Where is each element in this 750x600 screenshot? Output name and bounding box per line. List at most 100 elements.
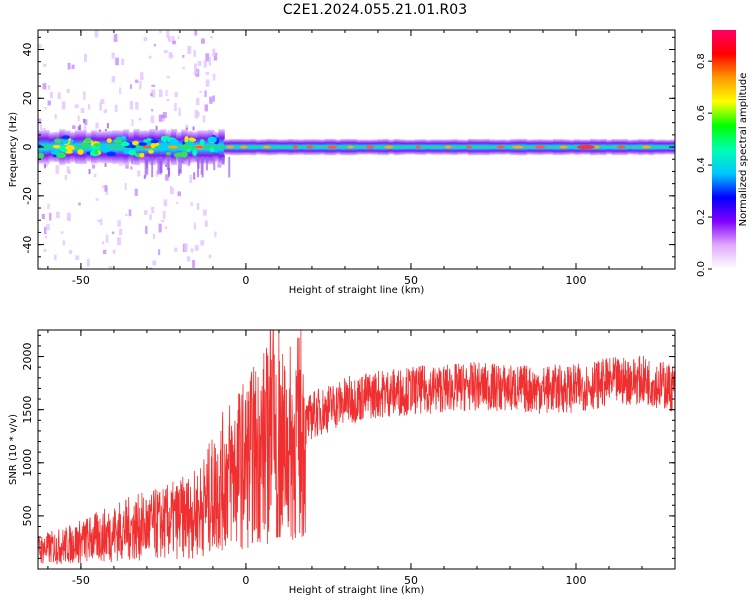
noise-speckle — [67, 62, 71, 70]
noise-speckle — [72, 125, 76, 129]
noise-speckle — [194, 30, 198, 36]
noise-speckle — [213, 52, 218, 61]
noise-speckle — [92, 164, 96, 169]
noise-speckle — [205, 72, 210, 75]
noise-speckle — [94, 173, 97, 178]
noise-speckle — [192, 259, 195, 268]
noise-speckle — [77, 115, 80, 122]
x-tick-label: -50 — [72, 574, 90, 587]
noise-speckle — [193, 70, 197, 75]
band-blob — [165, 151, 172, 156]
noise-speckle — [103, 109, 108, 114]
band-segment — [600, 138, 607, 156]
noise-speckle — [42, 83, 47, 90]
noise-speckle — [208, 254, 212, 259]
noise-speckle — [48, 85, 51, 90]
band-segment — [659, 139, 666, 155]
noise-speckle — [46, 224, 50, 231]
band-blob — [53, 138, 63, 144]
band-segment — [611, 139, 618, 156]
noise-speckle — [47, 100, 51, 106]
band-segment — [351, 138, 358, 156]
noise-speckle — [143, 37, 148, 42]
noise-speckle — [148, 55, 152, 59]
noise-speckle — [57, 92, 61, 100]
noise-speckle — [143, 175, 146, 179]
band-tail — [167, 156, 170, 178]
band-segment — [637, 139, 645, 156]
noise-speckle — [195, 70, 199, 75]
band-segment — [653, 139, 661, 155]
band-tail — [147, 156, 150, 162]
noise-speckle — [125, 27, 128, 30]
band-blob — [139, 152, 145, 158]
noise-speckle — [153, 44, 156, 47]
noise-speckle — [104, 185, 108, 192]
colorbar-tick-label: 0.2 — [696, 209, 707, 225]
noise-speckle — [134, 188, 138, 196]
band-peak — [616, 145, 626, 149]
noise-speckle — [192, 126, 195, 131]
y-tick-label: 2000 — [21, 343, 34, 371]
band-segment — [117, 130, 124, 164]
noise-speckle — [88, 169, 91, 175]
noise-speckle — [202, 209, 207, 216]
band-segment — [377, 139, 385, 156]
noise-speckle — [163, 50, 168, 54]
band-tail — [181, 156, 184, 164]
y-tick-label: 40 — [21, 43, 34, 57]
band-segment — [452, 139, 459, 156]
band-tail — [131, 156, 134, 165]
noise-speckle — [196, 203, 200, 210]
noise-speckle — [189, 174, 193, 184]
band-blob — [138, 142, 148, 146]
band-segment — [462, 139, 469, 155]
band-peak — [444, 145, 452, 149]
noise-speckle — [47, 203, 50, 210]
noise-speckle — [91, 26, 94, 28]
band-blob — [199, 138, 205, 146]
band-tail — [144, 156, 147, 177]
band-blob — [80, 142, 88, 146]
band-segment — [245, 139, 252, 155]
noise-speckle — [77, 126, 80, 131]
noise-speckle — [66, 166, 70, 174]
noise-speckle — [174, 102, 177, 112]
band-segment — [340, 138, 347, 156]
band-segment — [202, 130, 209, 164]
band-segment — [80, 130, 87, 165]
noise-speckle — [78, 202, 81, 206]
band-segment — [361, 139, 369, 155]
colorbar-tick-label: 0.8 — [696, 53, 707, 69]
band-blob — [189, 137, 194, 142]
band-segment — [505, 139, 512, 155]
noise-speckle — [97, 219, 101, 222]
noise-speckle — [209, 96, 213, 104]
band-segment — [282, 139, 289, 155]
noise-speckle — [83, 125, 87, 131]
noise-speckle — [55, 211, 60, 219]
band-peak — [327, 145, 338, 149]
band-segment — [372, 139, 379, 155]
noise-speckle — [212, 48, 216, 57]
band-segment — [250, 138, 257, 156]
band-segment — [420, 139, 427, 155]
noise-speckle — [108, 266, 113, 269]
noise-speckle — [111, 75, 116, 83]
band-blob — [93, 143, 103, 147]
noise-speckle — [128, 209, 132, 217]
band-blob — [61, 135, 70, 140]
noise-speckle — [117, 237, 121, 246]
band-segment — [436, 139, 443, 155]
noise-speckle — [200, 240, 205, 246]
noise-speckle — [62, 240, 66, 246]
band-blob — [158, 145, 169, 151]
y-axis-label: SNR (10 * v/v) — [8, 414, 19, 485]
noise-speckle — [190, 202, 193, 207]
noise-speckle — [105, 234, 109, 243]
noise-speckle — [151, 89, 156, 98]
band-peak — [576, 145, 595, 150]
noise-speckle — [38, 267, 42, 269]
band-segment — [568, 139, 576, 155]
noise-speckle — [137, 170, 141, 177]
